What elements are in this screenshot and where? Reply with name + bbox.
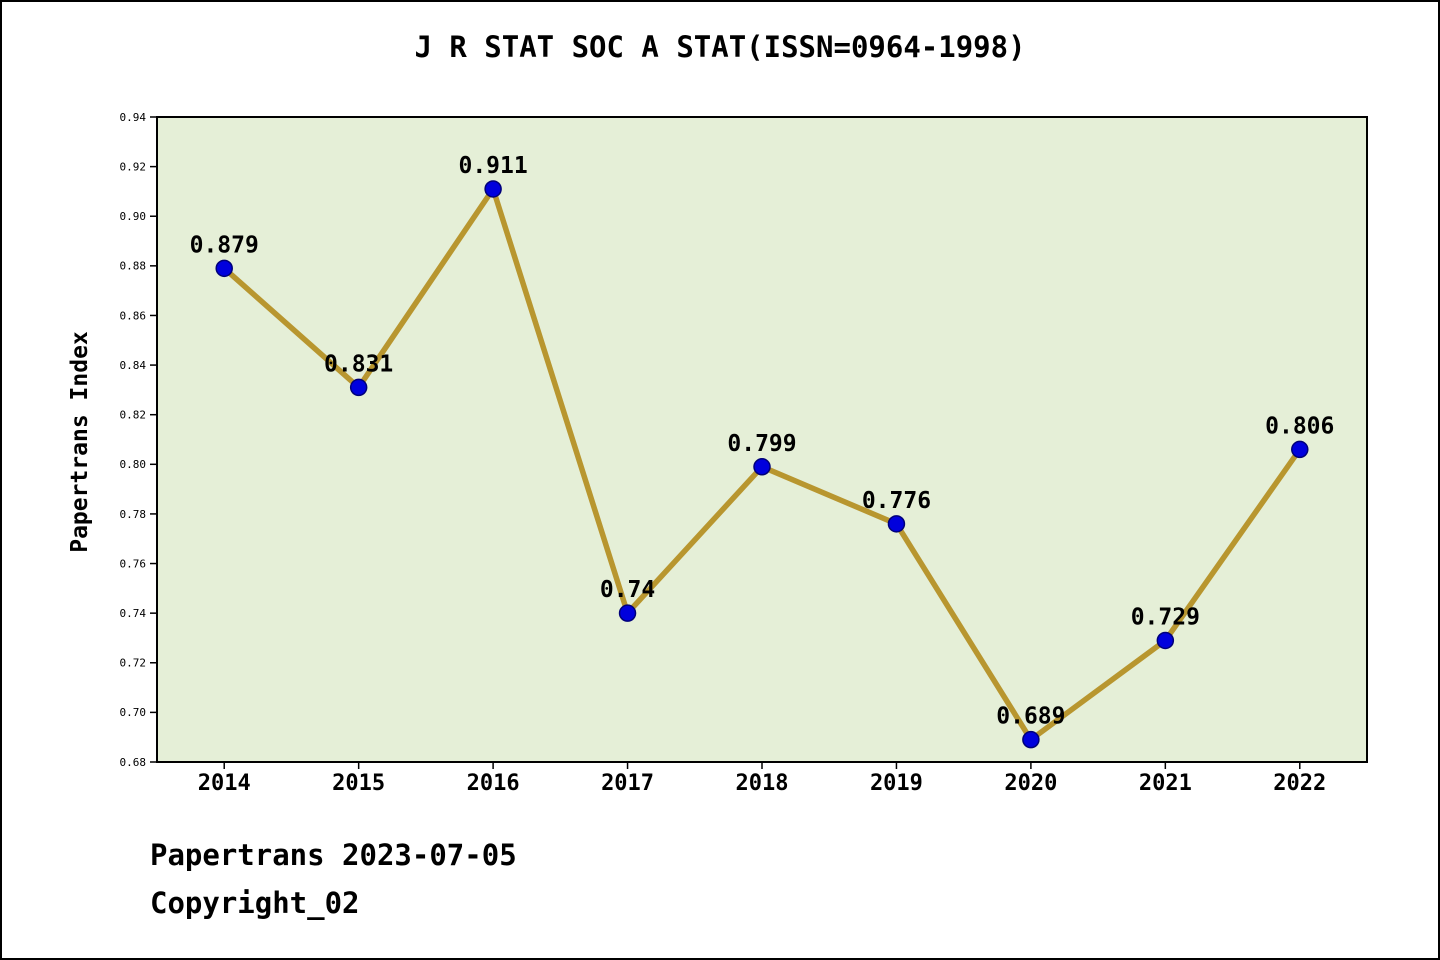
- x-tick-label: 2017: [601, 771, 654, 796]
- y-tick-label: 0.86: [120, 309, 147, 322]
- data-value-label: 0.689: [996, 704, 1065, 730]
- x-tick-label: 2022: [1273, 771, 1326, 796]
- data-value-label: 0.879: [190, 232, 259, 258]
- data-value-label: 0.911: [458, 153, 527, 179]
- chart-title: J R STAT SOC A STAT(ISSN=0964-1998): [414, 30, 1026, 64]
- x-tick-label: 2016: [467, 771, 520, 796]
- plot-area: [156, 116, 1368, 763]
- x-tick-label: 2019: [870, 771, 923, 796]
- y-tick-label: 0.74: [120, 607, 147, 620]
- data-point-marker: [1156, 631, 1175, 650]
- x-tick-label: 2014: [198, 771, 251, 796]
- x-tick-label: 2020: [1004, 771, 1057, 796]
- y-tick-label: 0.92: [120, 160, 147, 173]
- y-tick-label: 0.82: [120, 409, 147, 422]
- x-tick-label: 2021: [1139, 771, 1192, 796]
- y-tick-label: 0.78: [120, 508, 147, 521]
- footer-copyright: Copyright_02: [150, 886, 360, 920]
- y-tick-label: 0.76: [120, 557, 147, 570]
- y-tick-label: 0.88: [120, 260, 147, 273]
- data-point-marker: [1291, 440, 1309, 459]
- y-tick-label: 0.68: [120, 756, 147, 769]
- data-value-label: 0.74: [600, 577, 655, 603]
- y-tick-label: 0.84: [120, 359, 147, 372]
- data-value-label: 0.831: [324, 351, 393, 377]
- data-value-label: 0.729: [1131, 604, 1200, 630]
- x-tick-label: 2018: [736, 771, 789, 796]
- data-value-label: 0.806: [1265, 413, 1334, 439]
- y-tick-label: 0.70: [120, 706, 147, 719]
- data-point-marker: [618, 604, 637, 622]
- data-point-marker: [753, 458, 771, 476]
- y-tick-label: 0.90: [120, 210, 147, 223]
- data-point-marker: [1022, 730, 1040, 749]
- data-value-label: 0.799: [727, 431, 796, 457]
- y-tick-label: 0.94: [120, 111, 147, 124]
- y-tick-label: 0.72: [120, 657, 147, 670]
- data-point-marker: [349, 378, 368, 397]
- data-value-label: 0.776: [862, 488, 931, 514]
- data-point-marker: [215, 259, 233, 278]
- y-tick-label: 0.80: [120, 458, 147, 471]
- data-point-marker: [887, 515, 906, 533]
- footer-source-date: Papertrans 2023-07-05: [150, 838, 517, 872]
- data-point-marker: [484, 180, 502, 198]
- x-tick-label: 2015: [332, 771, 385, 796]
